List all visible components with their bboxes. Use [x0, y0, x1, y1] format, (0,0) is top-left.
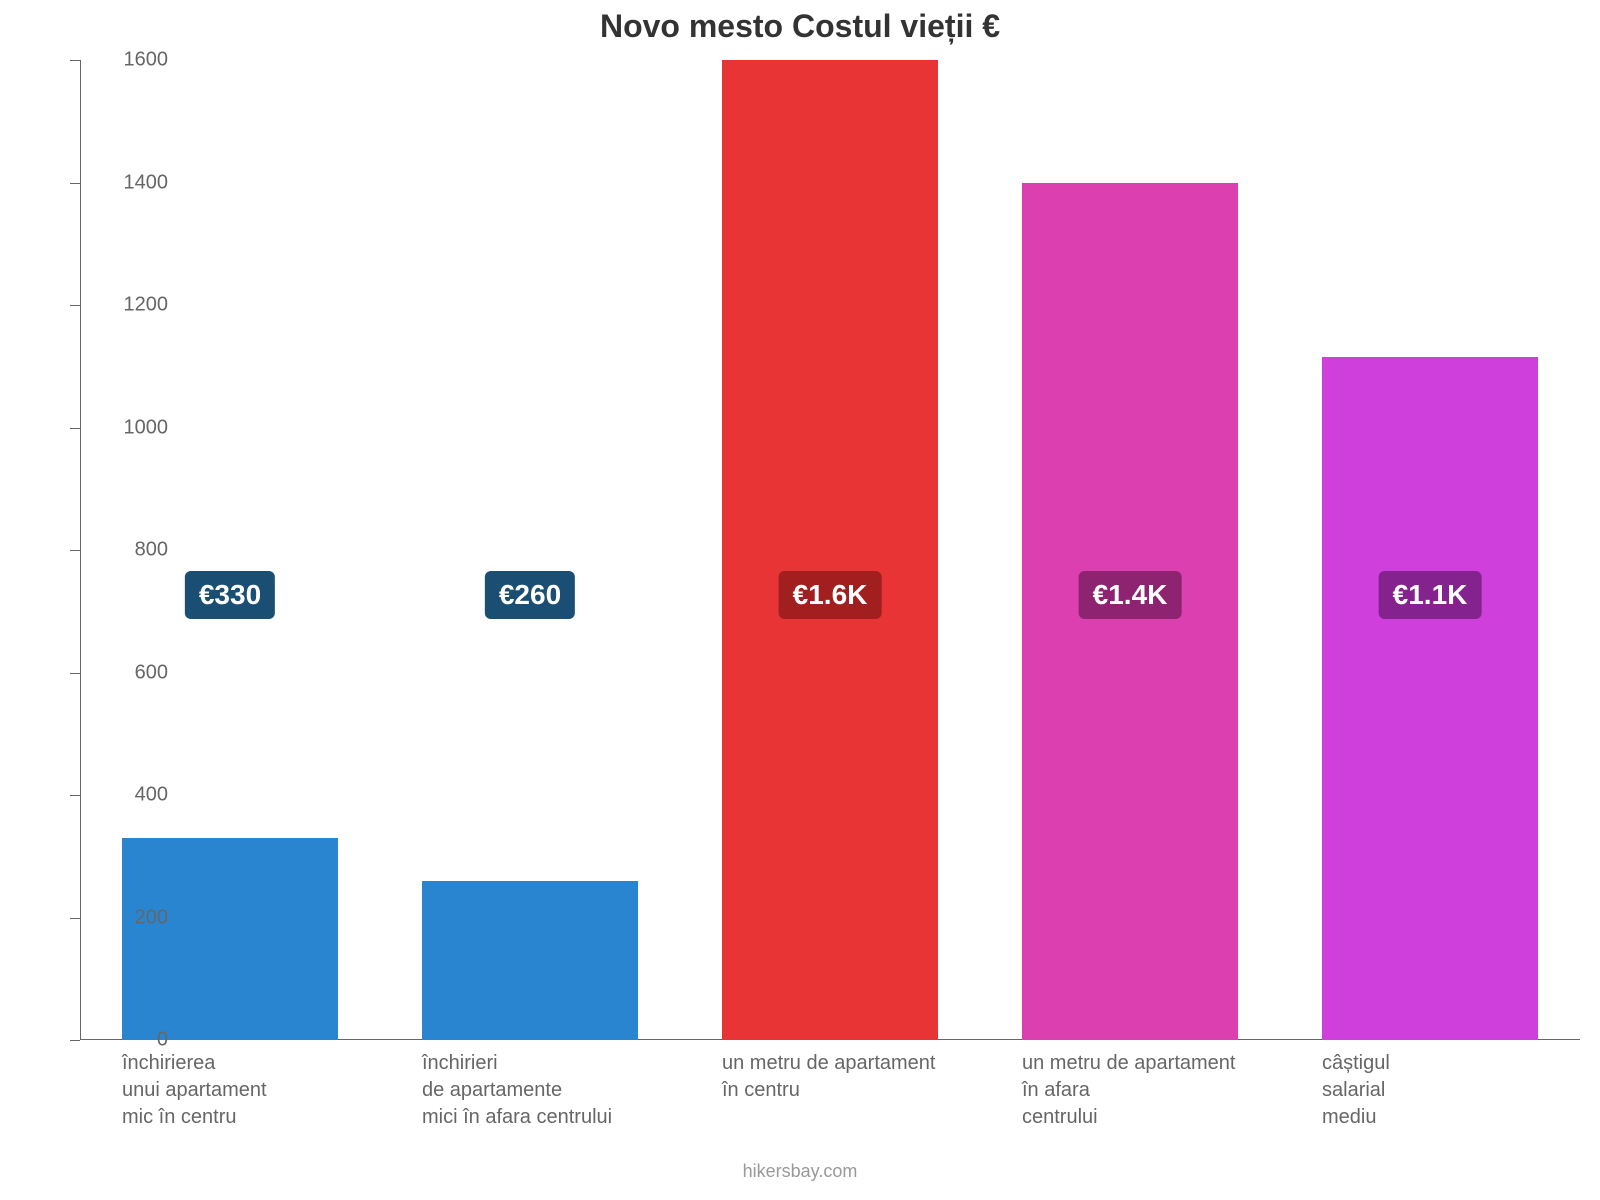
x-tick-label: câștigul salarial mediu [1322, 1050, 1390, 1131]
bar [122, 838, 338, 1040]
y-tick-label: 1200 [124, 294, 169, 317]
y-tick [70, 183, 80, 184]
plot-area: €330 €260 €1.6K €1.4K €1.1K [80, 60, 1580, 1040]
y-tick [70, 60, 80, 61]
bar [1322, 357, 1538, 1040]
attribution: hikersbay.com [0, 1161, 1600, 1182]
y-tick-label: 200 [135, 906, 168, 929]
cost-of-living-chart: Novo mesto Costul vieții € €330 €260 €1.6K… [0, 0, 1600, 1200]
y-tick [70, 918, 80, 919]
x-tick-label: închirieri de apartamente mici în afara … [422, 1050, 612, 1131]
bar-value-badge: €1.4K [1079, 571, 1182, 619]
y-tick [70, 428, 80, 429]
bar [722, 60, 938, 1040]
y-tick [70, 1040, 80, 1041]
y-tick-label: 0 [157, 1029, 168, 1052]
y-tick [70, 795, 80, 796]
bar-value-badge: €1.6K [779, 571, 882, 619]
y-tick-label: 800 [135, 539, 168, 562]
bar [422, 881, 638, 1040]
y-tick-label: 1000 [124, 416, 169, 439]
bar-value-badge: €330 [185, 571, 275, 619]
y-tick-label: 1400 [124, 171, 169, 194]
bar-value-badge: €1.1K [1379, 571, 1482, 619]
y-tick-label: 600 [135, 661, 168, 684]
y-tick-label: 1600 [124, 49, 169, 72]
chart-title: Novo mesto Costul vieții € [0, 8, 1600, 45]
x-tick-label: închirierea unui apartament mic în centr… [122, 1050, 267, 1131]
y-tick [70, 673, 80, 674]
x-tick-label: un metru de apartament în centru [722, 1050, 935, 1104]
x-tick-label: un metru de apartament în afara centrulu… [1022, 1050, 1235, 1131]
y-tick [70, 305, 80, 306]
y-tick-label: 400 [135, 784, 168, 807]
bar-value-badge: €260 [485, 571, 575, 619]
y-axis [80, 60, 81, 1040]
y-tick [70, 550, 80, 551]
